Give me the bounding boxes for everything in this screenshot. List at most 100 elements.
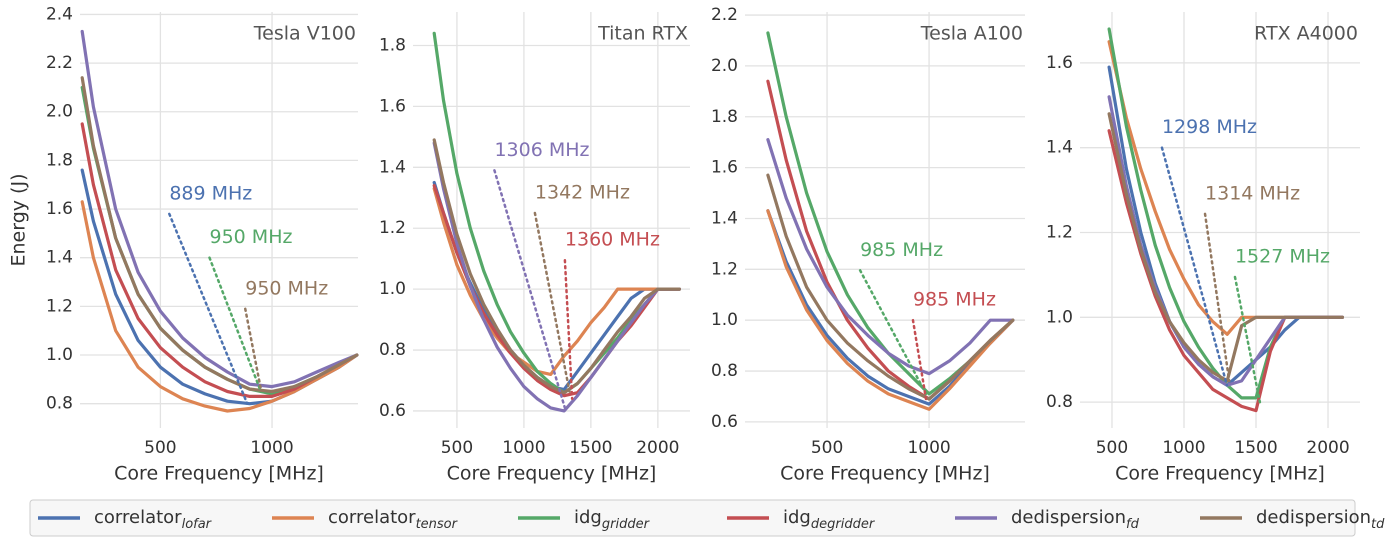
annotation-label: 985 MHz	[860, 239, 943, 261]
series-line	[1107, 27, 1344, 400]
legend-label: idgdegridder	[783, 507, 876, 532]
x-tick-label: 1000	[907, 438, 950, 458]
annotation-label: 1298 MHz	[1162, 116, 1257, 138]
y-tick-label: 1.8	[711, 107, 738, 127]
panel-title: Tesla A100	[920, 23, 1023, 45]
x-axis-label: Core Frequency [MHz]	[780, 463, 990, 485]
legend-label: dedispersiontd	[1256, 507, 1385, 532]
x-tick-label: 500	[144, 438, 176, 458]
legend-name: dedispersion	[1011, 507, 1126, 528]
y-tick-label: 2.0	[46, 102, 73, 122]
annotation-line	[208, 256, 263, 393]
x-tick-label: 2000	[1306, 438, 1349, 458]
series-line	[766, 209, 1015, 406]
panel-title: RTX A4000	[1254, 23, 1358, 45]
annotation-line	[563, 258, 574, 401]
legend-subscript: degridder	[811, 517, 876, 532]
x-tick-label: 500	[811, 438, 843, 458]
y-tick-label: 1.8	[379, 35, 406, 55]
panel-title: Titan RTX	[597, 23, 688, 45]
legend-name: idg	[574, 507, 602, 528]
y-tick-label: 0.6	[711, 412, 738, 432]
y-tick-label: 1.0	[46, 345, 73, 365]
series-line	[766, 209, 1015, 411]
annotation-label: 1306 MHz	[494, 139, 589, 161]
panel: 0.6 0.8 1.0 1.2 1.4 1.6 1.8 500 1000 1500 2000 1306…	[379, 12, 690, 485]
legend-name: correlator	[94, 507, 182, 528]
y-tick-label: 0.8	[711, 361, 738, 381]
y-tick-label: 1.0	[379, 279, 406, 299]
series-line	[432, 31, 681, 395]
y-tick-label: 1.6	[379, 96, 406, 116]
x-tick-label: 1000	[1162, 438, 1205, 458]
y-tick-label: 1.0	[711, 310, 738, 330]
y-tick-label: 1.4	[379, 157, 406, 177]
legend-subscript: fd	[1126, 517, 1140, 532]
x-tick-label: 1000	[502, 438, 545, 458]
y-tick-label: 1.4	[711, 208, 738, 228]
series-line	[80, 29, 359, 389]
x-tick-label: 2000	[636, 438, 679, 458]
x-axis-label: Core Frequency [MHz]	[1115, 463, 1325, 485]
legend-label: correlatorlofar	[94, 507, 213, 532]
y-tick-label: 1.6	[711, 158, 738, 178]
annotation-label: 1527 MHz	[1235, 246, 1330, 268]
legend-subscript: tensor	[416, 517, 459, 532]
annotation-label: 950 MHz	[210, 226, 293, 248]
series-line	[80, 76, 359, 394]
legend-subscript: lofar	[182, 517, 213, 532]
y-tick-label: 2.4	[46, 4, 73, 24]
annotation-line	[1203, 212, 1231, 383]
legend-name: idg	[783, 507, 811, 528]
y-tick-label: 1.6	[46, 199, 73, 219]
annotation-line	[533, 211, 571, 394]
y-tick-label: 1.4	[46, 248, 73, 268]
series-line	[432, 141, 681, 413]
y-tick-label: 0.8	[46, 394, 73, 414]
y-tick-label: 1.4	[1046, 138, 1073, 158]
annotation-label: 889 MHz	[169, 182, 252, 204]
annotation-line	[911, 318, 928, 401]
y-tick-label: 2.2	[711, 5, 738, 25]
y-tick-label: 1.0	[1046, 307, 1073, 327]
annotation-label: 1342 MHz	[535, 181, 630, 203]
y-tick-label: 2.2	[46, 53, 73, 73]
x-axis-label: Core Frequency [MHz]	[114, 463, 324, 485]
annotation-label: 950 MHz	[245, 277, 328, 299]
annotation-line	[243, 307, 263, 391]
series-line	[766, 138, 1015, 376]
panel: 0.6 0.8 1.0 1.2 1.4 1.6 1.8 2.0 2.2 500 1000 985 MH…	[711, 5, 1025, 485]
y-tick-label: 1.2	[379, 218, 406, 238]
legend-box	[29, 499, 1356, 537]
y-tick-label: 1.2	[1046, 223, 1073, 243]
panel: 0.8 1.0 1.2 1.4 1.6 1.8 2.0 2.2 2.4 500 1000 889 MH…	[8, 4, 359, 485]
series-line	[432, 138, 681, 395]
annotation-line	[1160, 146, 1229, 387]
series-line	[1107, 129, 1344, 413]
series-line	[766, 31, 1015, 396]
x-tick-label: 1000	[250, 438, 293, 458]
y-tick-label: 1.8	[46, 150, 73, 170]
legend-subscript: td	[1371, 517, 1385, 532]
annotation-label: 1314 MHz	[1205, 182, 1300, 204]
series-line	[1107, 65, 1344, 387]
x-tick-label: 1500	[1234, 438, 1277, 458]
legend-name: correlator	[328, 507, 416, 528]
annotation-line	[168, 212, 249, 405]
annotation-line	[493, 169, 567, 410]
panel-title: Tesla V100	[253, 23, 356, 45]
y-tick-label: 0.8	[379, 340, 406, 360]
x-axis-label: Core Frequency [MHz]	[447, 463, 657, 485]
legend-label: correlatortensor	[328, 507, 459, 532]
x-tick-label: 500	[441, 438, 473, 458]
legend-name: dedispersion	[1256, 507, 1371, 528]
y-tick-label: 0.6	[379, 401, 406, 421]
x-tick-label: 500	[1096, 438, 1128, 458]
legend-subscript: gridder	[602, 517, 651, 532]
x-tick-label: 1500	[569, 438, 612, 458]
y-tick-label: 2.0	[711, 56, 738, 76]
annotation-label: 985 MHz	[913, 289, 996, 311]
legend-label: dedispersionfd	[1011, 507, 1140, 532]
legend-label: idggridder	[574, 507, 651, 532]
